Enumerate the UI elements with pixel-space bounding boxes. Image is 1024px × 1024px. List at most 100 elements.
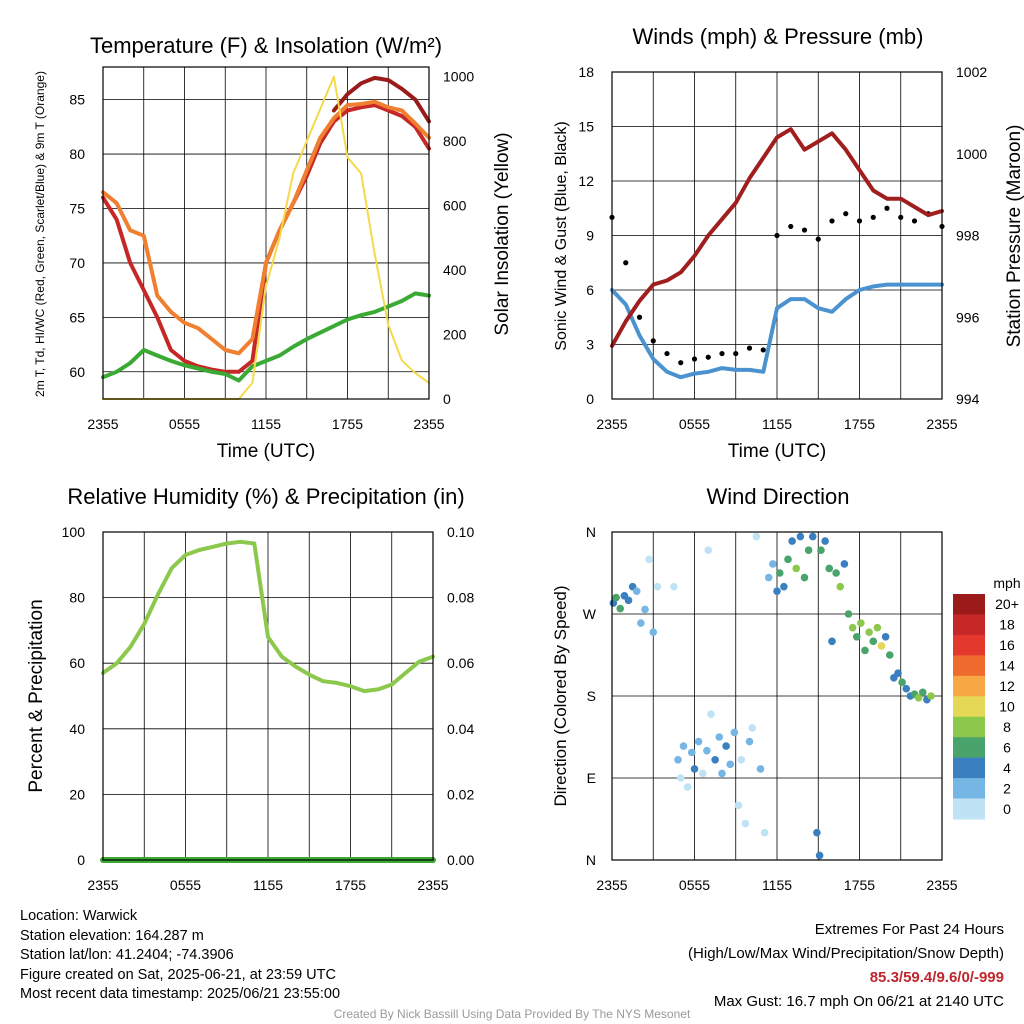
direction-point	[670, 582, 678, 591]
colorbar-label: 20+	[995, 596, 1019, 612]
direction-point	[800, 573, 809, 582]
gust-point	[664, 350, 670, 357]
gust-point	[719, 350, 725, 357]
x-tick-label: 0555	[679, 416, 710, 432]
direction-point	[927, 692, 935, 700]
y-tick-label: 18	[578, 64, 594, 80]
x-tick-label: 2355	[596, 877, 627, 893]
rh-plot-frame	[102, 531, 434, 861]
direction-point	[869, 637, 878, 646]
colorbar-swatch	[953, 778, 985, 800]
colorbar-swatch	[953, 696, 985, 718]
station-latlon: Station lat/lon: 41.2404; -74.3906	[20, 947, 234, 964]
gust-point	[746, 345, 753, 351]
x-tick-label: 1755	[335, 877, 366, 893]
colorbar-title: mph	[993, 575, 1020, 591]
direction-point	[894, 669, 902, 678]
colorbar-label: 4	[1003, 760, 1011, 776]
gust-point	[856, 218, 863, 224]
gust-point	[898, 214, 904, 220]
y-tick-label: 75	[69, 201, 85, 217]
colorbar-label: 8	[1003, 719, 1011, 735]
y2-tick-label: 994	[956, 391, 980, 407]
direction-point	[612, 593, 620, 602]
speed-colorbar: 20+ 18 16 14 12 10 8 6 4 2 0	[953, 594, 1019, 820]
direction-point	[828, 637, 836, 646]
direction-point	[711, 755, 719, 764]
y-tick-label: 0	[586, 391, 594, 407]
direction-point	[726, 760, 735, 769]
dir-points-group	[609, 532, 935, 860]
x-tick-label: 1155	[251, 416, 281, 432]
direction-point	[745, 737, 754, 746]
direction-point	[734, 801, 743, 810]
x-tick-label: 2355	[926, 416, 957, 432]
series-9m-t	[101, 99, 431, 356]
y-tick-label: 9	[586, 228, 594, 244]
colorbar-swatch	[953, 737, 985, 759]
direction-point	[792, 564, 801, 573]
y2-tick-label: 1000	[443, 69, 474, 85]
x-tick-label: 1155	[762, 416, 792, 432]
station-elevation: Station elevation: 164.287 m	[20, 927, 204, 944]
colorbar-swatch	[953, 757, 985, 779]
gust-point	[788, 223, 794, 230]
colorbar-label: 12	[999, 678, 1015, 694]
y2-tick-label: 0.06	[447, 655, 474, 671]
direction-point	[780, 582, 788, 591]
direction-point	[877, 642, 886, 650]
y2-tick-label: 400	[443, 262, 467, 278]
direction-point	[832, 569, 840, 577]
direction-point	[788, 537, 796, 545]
gust-point	[829, 218, 835, 224]
direction-point	[703, 746, 711, 755]
y-tick-label: 40	[69, 721, 85, 737]
x-tick-label: 2355	[413, 416, 444, 432]
direction-point	[632, 587, 641, 596]
wind-xlabel: Time (UTC)	[728, 441, 827, 462]
direction-point	[624, 596, 633, 605]
gust-point	[843, 211, 849, 217]
extremes-info: Extremes For Past 24 Hours (High/Low/Max…	[688, 918, 1004, 1014]
x-tick-label: 1755	[844, 416, 875, 432]
direction-point	[730, 728, 739, 737]
y-tick-label: 60	[69, 655, 85, 671]
y-tick-label: 12	[578, 173, 594, 189]
colorbar-swatch	[953, 614, 985, 636]
direction-point	[844, 610, 853, 618]
direction-point	[748, 724, 757, 732]
direction-point	[914, 694, 923, 702]
station-info: Location: Warwick Station elevation: 164…	[20, 907, 340, 1005]
direction-point	[902, 684, 911, 693]
y2-tick-label: 800	[443, 133, 467, 149]
temp-title: Temperature (F) & Insolation (W/m²)	[90, 33, 442, 58]
direction-point	[707, 710, 715, 719]
direction-point	[815, 851, 824, 860]
direction-point	[653, 582, 662, 591]
direction-point	[836, 582, 845, 591]
gust-point	[870, 214, 876, 220]
direction-point	[690, 765, 699, 773]
temp-plot-frame	[102, 66, 430, 400]
direction-point	[808, 532, 817, 541]
station-location: Location: Warwick	[20, 908, 138, 924]
gust-point	[623, 260, 629, 266]
y2-tick-label: 0.08	[447, 590, 474, 606]
gust-point	[815, 236, 821, 242]
y2-tick-label: 0.00	[447, 852, 474, 868]
y-tick-label: 0	[77, 852, 85, 868]
direction-point	[741, 819, 750, 828]
max-gust: Max Gust: 16.7 mph On 06/21 at 2140 UTC	[713, 993, 1004, 1010]
direction-point	[674, 755, 682, 764]
direction-point	[616, 604, 625, 613]
gust-point	[691, 356, 698, 362]
colorbar-swatch	[953, 655, 985, 677]
dir-title: Wind Direction	[706, 484, 849, 509]
temp-tick-labels: 2355 0555 1155 1755 2355 60 65 70 75 80 85 0 200 400 6…	[69, 69, 474, 432]
series-station-pressure	[610, 127, 944, 348]
direction-point	[804, 546, 813, 555]
colorbar-label: 14	[999, 658, 1015, 674]
gust-point	[911, 218, 918, 224]
extremes-values: 85.3/59.4/9.6/0/-999	[869, 969, 1004, 986]
